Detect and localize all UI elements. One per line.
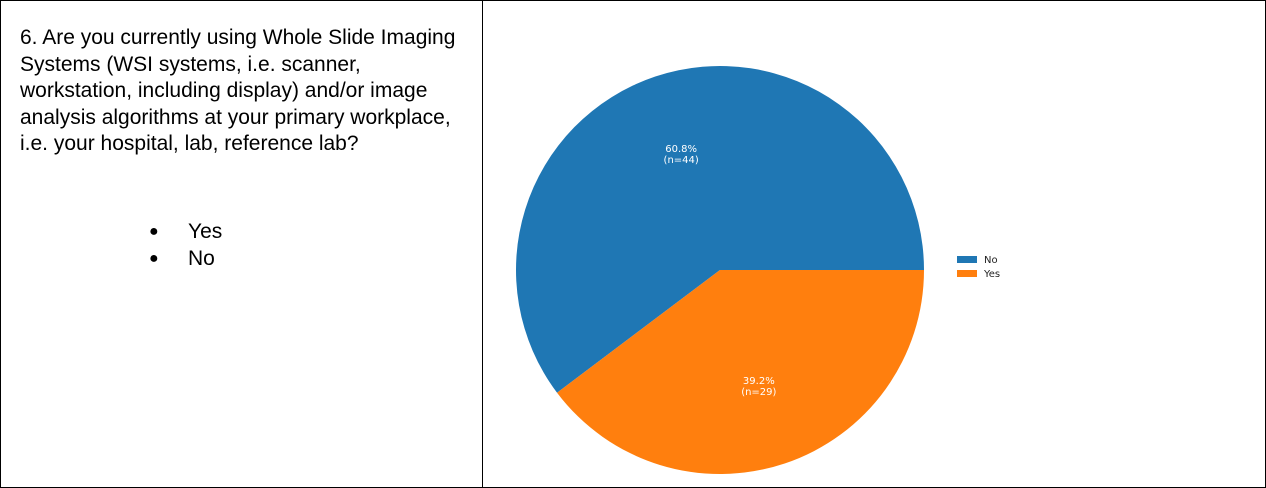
cell-divider [482,1,483,487]
answer-option-yes: ● Yes [149,219,223,246]
question-text: 6. Are you currently using Whole Slide I… [20,26,456,155]
slice-count-label: (n=44) [664,155,699,166]
pie-slice-no [516,66,924,393]
chart-cell: 60.8% (n=44) 39.2% (n=29) No Yes [483,1,1265,487]
question-cell: 6. Are you currently using Whole Slide I… [1,1,482,487]
legend-label-yes: Yes [983,269,1000,280]
slice-percent-label: 39.2% [743,376,775,387]
answer-option-label: No [188,246,215,270]
pie-slice-yes [557,270,924,475]
slice-count-label: (n=29) [741,387,776,398]
slice-percent-label: 60.8% [665,144,697,155]
pie-chart: 60.8%(n=44) 39.2%(n=29) No Yes [516,66,1000,475]
bullet-icon: ● [149,249,159,267]
legend-label-no: No [984,255,998,266]
answer-option-no: ● No [149,246,222,273]
legend-swatch-no [957,256,977,263]
answer-options-list: ● Yes ● No [149,219,223,273]
chart-legend: No Yes [957,255,1000,280]
pie-slice-labels: 60.8%(n=44) 39.2%(n=29) [664,144,777,398]
answer-option-label: Yes [188,220,223,243]
legend-swatch-yes [957,270,977,277]
bullet-icon: ● [149,223,159,240]
pie-slices [516,66,924,475]
